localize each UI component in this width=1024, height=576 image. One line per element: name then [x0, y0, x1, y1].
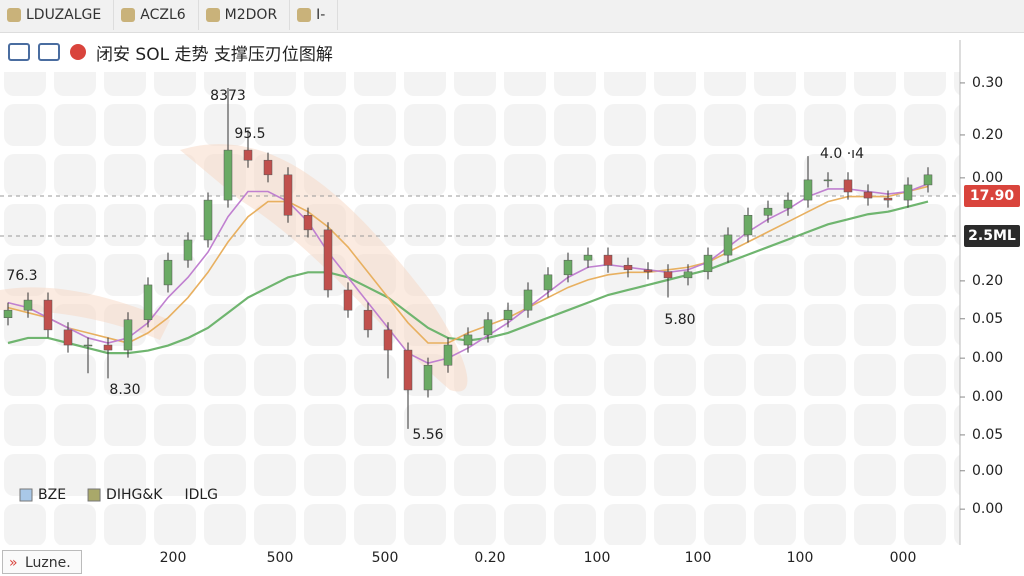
candle-body	[203, 199, 213, 241]
toolbar: 闭安 SOL 走势 支撑压刃位图解	[0, 32, 960, 72]
x-tick-label: 500	[372, 550, 399, 566]
y-tick-label: 0.00	[972, 350, 1003, 366]
x-tick-label: 200	[160, 550, 187, 566]
icon[interactable]	[38, 43, 60, 61]
annotation: 5.56	[412, 427, 443, 443]
candle-body	[43, 299, 53, 331]
annotation: 76.3	[6, 268, 37, 284]
candle-body	[703, 254, 713, 273]
x-tick-label: 000	[890, 550, 917, 566]
candle-body	[163, 259, 173, 286]
x-tick-label: 100	[685, 550, 712, 566]
candle-body	[783, 199, 793, 209]
candle-body	[823, 179, 833, 182]
candle-body	[143, 284, 153, 321]
candle-body	[303, 214, 313, 231]
x-tick-label: 500	[267, 550, 294, 566]
candle-body	[643, 269, 653, 273]
candle-body	[243, 149, 253, 161]
x-tick-label: 100	[584, 550, 611, 566]
legend-label: IDLG	[184, 487, 218, 503]
candle-body	[183, 239, 193, 261]
candle-body	[263, 159, 273, 176]
y-tick-label: 0.00	[972, 463, 1003, 479]
candle-body	[343, 289, 353, 311]
candle-body	[423, 364, 433, 391]
footer-button[interactable]: Luzne.	[2, 550, 82, 575]
annotation: 5.80	[664, 312, 695, 328]
candle-body	[543, 274, 553, 291]
y-tick-label: 0.00	[972, 501, 1003, 517]
candle-body	[103, 344, 113, 351]
candle-body	[463, 334, 473, 346]
legend-swatch	[19, 488, 33, 502]
y-tick-label: 0.00	[972, 170, 1003, 186]
candle-body	[363, 309, 373, 331]
candle-body	[623, 264, 633, 271]
price-badge-label: 2.5ML	[968, 228, 1016, 244]
record-icon[interactable]	[70, 44, 86, 60]
candle-body	[583, 254, 593, 261]
tab[interactable]: M2DOR	[199, 0, 291, 30]
shade	[180, 144, 468, 392]
candle-body	[283, 174, 293, 216]
y-tick-label: 0.20	[972, 127, 1003, 143]
y-tick-label: 0.05	[972, 427, 1003, 443]
chart-title: 闭安 SOL 走势 支撑压刃位图解	[96, 44, 333, 65]
annotation: 8373	[210, 88, 246, 104]
candle-body	[923, 174, 933, 186]
candle-body	[903, 184, 913, 201]
candle-body	[743, 214, 753, 236]
y-tick-label: 0.05	[972, 311, 1003, 327]
legend-label: DIHG&K	[106, 487, 163, 503]
tab-bar: LDUZALGE ACZL6 M2DOR I-	[0, 0, 1024, 33]
candle-body	[123, 319, 133, 351]
candle-body	[323, 229, 333, 291]
candle-body	[23, 299, 33, 311]
icon[interactable]	[8, 43, 30, 61]
candle-body	[603, 254, 613, 266]
legend-label: BZE	[38, 487, 66, 503]
annotation: 8.30	[109, 382, 140, 398]
price-badge-label: 17.90	[970, 188, 1015, 204]
candle-body	[683, 271, 693, 279]
candle-body	[443, 344, 453, 366]
candle-body	[563, 259, 573, 276]
candle-body	[723, 234, 733, 256]
candle-body	[403, 349, 413, 391]
tab[interactable]: ACZL6	[114, 0, 199, 30]
candle-body	[383, 329, 393, 351]
price-badge	[964, 185, 1020, 208]
candle-body	[863, 191, 873, 199]
legend-swatch	[87, 488, 101, 502]
candle-body	[3, 309, 13, 318]
candle-body	[883, 197, 893, 201]
candle-body	[483, 319, 493, 336]
y-tick-label: 0.20	[972, 273, 1003, 289]
tab[interactable]: I-	[290, 0, 339, 30]
tab[interactable]: LDUZALGE	[0, 0, 115, 30]
candle-body	[223, 149, 233, 201]
price-badge	[964, 224, 1020, 247]
y-tick-label: 0.00	[972, 389, 1003, 405]
candle-body	[763, 207, 773, 216]
candle-body	[63, 329, 73, 346]
candle-body	[663, 271, 673, 279]
x-tick-label: 0.20	[474, 550, 505, 566]
annotation: 4.0 ·ı4	[820, 146, 864, 162]
x-tick-label: 100	[787, 550, 814, 566]
candle-body	[803, 179, 813, 201]
annotation: 95.5	[234, 126, 265, 142]
candle-body	[83, 344, 93, 347]
y-tick-label: 0.30	[972, 75, 1003, 91]
candle-body	[503, 309, 513, 321]
candle-body	[843, 179, 853, 193]
candle-body	[523, 289, 533, 311]
